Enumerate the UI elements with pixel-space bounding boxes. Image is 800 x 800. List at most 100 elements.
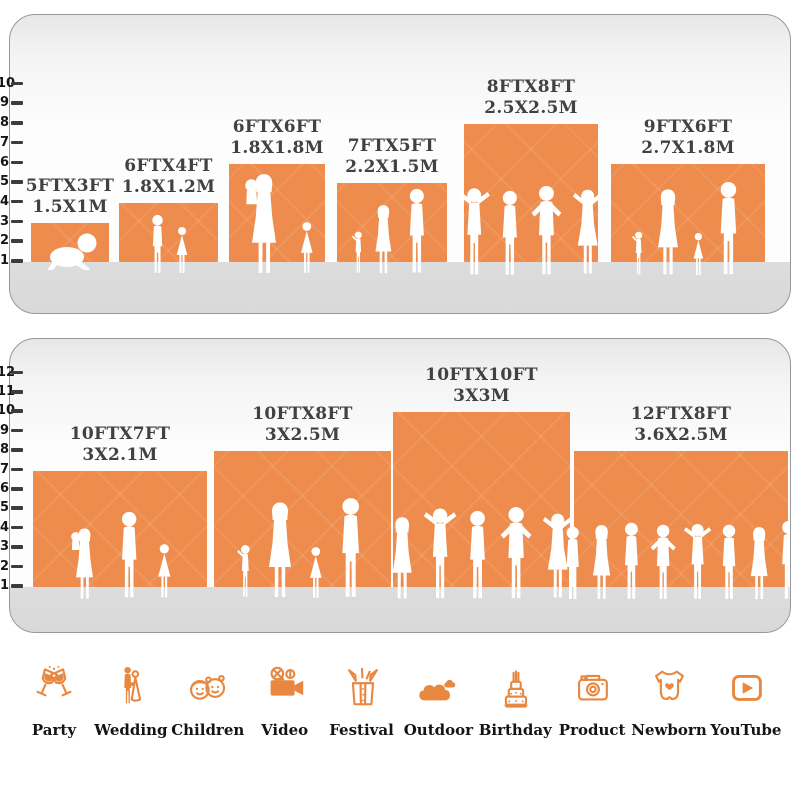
people-silhouettes	[337, 188, 447, 276]
size-m-label: 2.5X2.5M	[484, 98, 578, 119]
ruler-number: 1	[0, 578, 9, 593]
silhouette-man	[113, 511, 145, 601]
silhouette-man	[332, 497, 369, 601]
bar-size-label: 9FTX6FT 2.7X1.8M	[593, 117, 783, 159]
ruler-tick	[10, 564, 23, 569]
category-label: Festival	[329, 721, 394, 739]
people-silhouettes	[119, 214, 218, 276]
silhouette-man	[401, 188, 433, 276]
ruler-tick	[10, 140, 23, 145]
silhouette-man	[461, 510, 494, 602]
ruler-number: 5	[0, 174, 9, 190]
category-party: Party	[16, 664, 92, 739]
ruler-tick	[10, 448, 23, 452]
people-silhouettes	[566, 520, 790, 602]
ruler-number: 8	[0, 442, 9, 458]
silhouette-man-hips	[526, 185, 567, 278]
ruler-tick	[10, 487, 23, 491]
silhouette-man	[774, 520, 790, 602]
size-m-label: 3X2.5M	[264, 425, 341, 446]
ruler-number: 6	[0, 154, 9, 170]
silhouette-man-armsup	[419, 506, 461, 602]
category-product: Product	[554, 664, 630, 739]
size-ft-label: 9FTX6FT	[643, 116, 733, 137]
category-label: Party	[31, 721, 77, 739]
size-ft-label: 12FTX8FT	[630, 404, 732, 425]
bar-size-label: 7FTX5FT 2.2X1.5M	[297, 136, 487, 178]
birthday-icon	[492, 664, 538, 710]
bar-size-label: 10FTX8FT 3X2.5M	[208, 404, 398, 446]
ruler-number: 1	[0, 253, 9, 268]
silhouette-girl	[307, 546, 325, 601]
ruler-tick	[10, 506, 23, 510]
backdrop-bar-10ftx7ft	[33, 470, 207, 587]
wedding-icon	[108, 664, 154, 710]
silhouette-man	[494, 190, 526, 278]
newborn-icon	[646, 664, 692, 710]
large-size-chart-panel: 10FTX7FT 3X2.1M 10FTX8FT 3X2.5M 10FTX10FT 3X3…	[9, 338, 791, 633]
silhouette-girl	[155, 543, 174, 601]
people-silhouettes	[458, 185, 603, 278]
ruler-number: 2	[0, 233, 9, 249]
people-silhouettes	[33, 511, 207, 601]
silhouette-man	[711, 181, 746, 278]
backdrop-bar-6ftx4ft	[119, 202, 218, 262]
category-children: Children	[170, 664, 246, 739]
category-newborn: Newborn	[631, 664, 707, 739]
silhouette-man-hips	[646, 524, 680, 602]
silhouette-woman-baby	[66, 527, 103, 601]
silhouette-boy	[147, 214, 168, 276]
ruler-tick	[10, 160, 23, 165]
silhouette-man-hips	[495, 506, 537, 602]
category-youtube: YouTube	[708, 664, 784, 739]
silhouette-man	[617, 522, 646, 602]
ruler-number: 10	[0, 403, 15, 419]
category-label: Newborn	[631, 721, 707, 739]
ruler-tick	[10, 199, 23, 204]
size-m-label: 3X2.1M	[82, 444, 158, 465]
bar-size-label: 6FTX6FT 1.8X1.8M	[182, 117, 372, 159]
ruler-tick	[10, 180, 23, 184]
ruler-tick	[10, 409, 23, 413]
silhouette-man-armsup	[680, 522, 715, 602]
people-silhouettes	[214, 497, 391, 601]
silhouette-woman-armsup	[567, 188, 608, 278]
ruler-number: 7	[0, 461, 9, 477]
ruler-number: 12	[0, 364, 15, 380]
size-m-label: 2.7X1.8M	[641, 137, 735, 158]
category-label: Birthday	[478, 721, 552, 739]
ruler-tick	[10, 121, 23, 125]
size-ft-label: 7FTX5FT	[347, 136, 437, 157]
ruler-number: 3	[0, 213, 9, 229]
party-icon	[31, 664, 77, 710]
bar-size-label: 10FTX10FT 3X3M	[387, 365, 577, 407]
festival-icon	[339, 664, 385, 710]
ruler-tick	[10, 370, 23, 375]
silhouette-man	[559, 526, 586, 602]
silhouette-woman	[586, 524, 617, 602]
ruler-number: 9	[0, 422, 9, 438]
category-label: YouTube	[710, 721, 782, 739]
silhouette-woman-armsup	[537, 512, 578, 602]
silhouette-girl	[298, 221, 316, 276]
ruler-number: 6	[0, 481, 9, 496]
backdrop-bar-12ftx8ft	[574, 451, 788, 587]
ruler-tick	[10, 584, 23, 588]
size-m-label: 2.2X1.5M	[345, 157, 439, 178]
size-m-label: 3.6X2.5M	[634, 425, 728, 446]
silhouette-girl	[691, 232, 706, 278]
silhouette-woman	[260, 501, 300, 601]
ruler-number: 4	[0, 193, 9, 209]
bar-size-label: 6FTX4FT 1.8X1.2M	[74, 156, 264, 198]
people-silhouettes	[229, 172, 325, 276]
video-icon	[262, 664, 308, 710]
category-label: Video	[261, 721, 309, 739]
ruler-tick	[10, 545, 23, 549]
category-festival: Festival	[324, 664, 400, 739]
size-m-label: 1.5X1M	[32, 196, 108, 217]
silhouette-woman	[650, 188, 686, 278]
category-birthday: Birthday	[477, 664, 553, 739]
silhouette-man-armsup	[454, 186, 495, 278]
category-label: Product	[558, 721, 626, 739]
